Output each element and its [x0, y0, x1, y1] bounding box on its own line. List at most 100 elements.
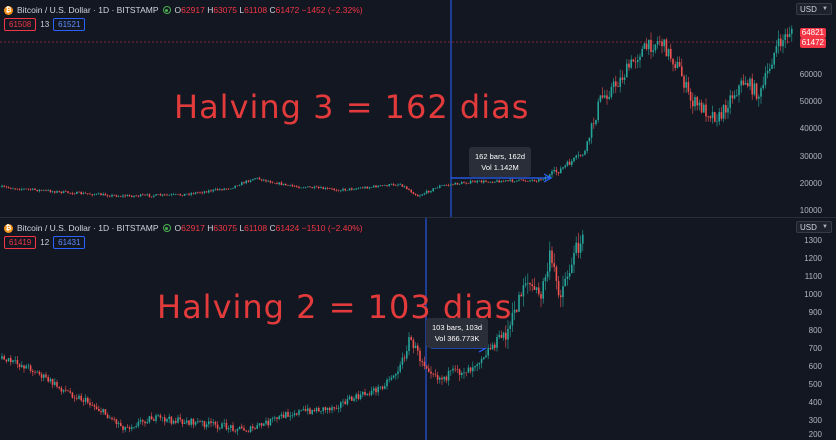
- candle-body: [109, 196, 111, 197]
- candle-body: [564, 278, 566, 287]
- top-chart-panel[interactable]: ₿ Bitcoin / U.S. Dollar · 1D · BITSTAMP …: [0, 0, 836, 217]
- panel-divider[interactable]: [0, 217, 836, 218]
- candle-body: [170, 416, 173, 424]
- candle-body: [144, 194, 146, 196]
- candle-body: [516, 180, 518, 182]
- candle-body: [623, 77, 626, 80]
- candle-body: [476, 364, 478, 367]
- candle-body: [128, 427, 131, 429]
- candle-body: [71, 392, 74, 398]
- candle-body: [351, 396, 353, 401]
- candle-body: [357, 394, 360, 399]
- candle-body: [115, 195, 118, 197]
- candle-body: [181, 195, 184, 196]
- candle-body: [773, 52, 775, 65]
- top-currency-button[interactable]: USD ▼: [796, 3, 832, 15]
- candle-body: [304, 409, 307, 411]
- candle-body: [672, 58, 674, 65]
- candle-body: [766, 70, 769, 74]
- candle-body: [227, 188, 230, 190]
- candle-body: [408, 337, 410, 352]
- candle-body: [648, 39, 650, 50]
- candle-body: [122, 195, 124, 197]
- candle-body: [329, 188, 331, 189]
- bottom-chart-panel[interactable]: ₿ Bitcoin / U.S. Dollar · 1D · BITSTAMP …: [0, 218, 836, 440]
- top-axis-label: 40000: [799, 124, 822, 133]
- candle-body: [399, 364, 401, 372]
- candle-body: [157, 194, 159, 195]
- bottom-axis-label: 300: [808, 416, 822, 425]
- candle-body: [278, 416, 280, 419]
- bottom-symbol-title[interactable]: Bitcoin / U.S. Dollar · 1D · BITSTAMP: [17, 223, 159, 233]
- candle-body: [551, 171, 553, 175]
- candle-body: [170, 194, 173, 196]
- candle-body: [531, 179, 533, 181]
- candle-body: [309, 186, 311, 188]
- candle-body: [685, 82, 687, 88]
- candle-body: [469, 180, 472, 184]
- candle-body: [498, 180, 500, 183]
- candle-body: [67, 191, 69, 193]
- candle-body: [300, 187, 302, 189]
- bottom-price-chart[interactable]: [0, 218, 836, 440]
- candle-body: [445, 376, 448, 381]
- candle-body: [16, 359, 19, 365]
- candle-body: [683, 76, 685, 88]
- candle-body: [729, 95, 731, 108]
- candle-body: [230, 425, 232, 429]
- candle-body: [296, 186, 298, 187]
- candle-body: [469, 367, 472, 372]
- candle-body: [546, 176, 549, 178]
- candle-body: [318, 408, 320, 412]
- candle-body: [102, 193, 104, 196]
- candle-body: [234, 185, 236, 188]
- top-price-axis[interactable]: USD ▼ 60000 50000 40000 30000 20000 1000…: [792, 0, 836, 217]
- candle-body: [535, 181, 538, 182]
- candle-body: [520, 294, 522, 297]
- candle-body: [236, 185, 239, 187]
- top-indicator-red-value[interactable]: 61508: [4, 18, 37, 31]
- candle-body: [32, 370, 34, 372]
- candle-body: [137, 421, 140, 427]
- candle-body: [309, 408, 311, 414]
- candle-body: [183, 193, 186, 196]
- candle-body: [555, 169, 558, 173]
- candle-body: [269, 181, 272, 183]
- top-symbol-title[interactable]: Bitcoin / U.S. Dollar · 1D · BITSTAMP: [17, 5, 159, 15]
- top-currency-label: USD: [800, 4, 817, 14]
- candle-body: [84, 192, 87, 194]
- bottom-currency-button[interactable]: USD ▼: [796, 221, 832, 233]
- candle-body: [571, 161, 573, 165]
- candle-body: [326, 188, 329, 189]
- candle-body: [573, 253, 575, 265]
- candle-body: [454, 368, 456, 370]
- candle-body: [45, 190, 47, 191]
- candle-body: [47, 190, 49, 191]
- candle-body: [331, 188, 333, 190]
- candle-body: [500, 181, 503, 183]
- candle-body: [285, 412, 287, 418]
- candle-body: [271, 418, 274, 419]
- bottom-indicator-red-value[interactable]: 61419: [4, 236, 37, 249]
- candle-body: [124, 427, 126, 430]
- candle-body: [496, 337, 498, 348]
- candle-body: [511, 179, 514, 182]
- candle-body: [54, 382, 56, 385]
- candle-body: [641, 48, 643, 57]
- candle-body: [49, 190, 52, 193]
- candle-body: [368, 393, 371, 395]
- top-price-chart[interactable]: [0, 0, 836, 217]
- candle-body: [245, 180, 247, 184]
- bottom-indicator-blue-value[interactable]: 61431: [53, 236, 86, 249]
- candle-body: [573, 157, 575, 162]
- bottom-ohlc: O62917 H63075 L61108 C61424 −1510 (−2.40…: [174, 223, 363, 233]
- top-indicator-blue-value[interactable]: 61521: [53, 18, 86, 31]
- candle-body: [751, 78, 753, 95]
- candle-body: [25, 188, 27, 190]
- bottom-price-axis[interactable]: USD ▼ 1300 1200 1100 1000 900 800 700 60…: [792, 218, 836, 440]
- candle-body: [375, 185, 377, 188]
- candle-body: [100, 193, 102, 196]
- candle-body: [322, 407, 324, 412]
- candle-body: [67, 390, 69, 392]
- bottom-measure-tooltip: 103 bars, 103d Vol 366.773K: [426, 318, 489, 348]
